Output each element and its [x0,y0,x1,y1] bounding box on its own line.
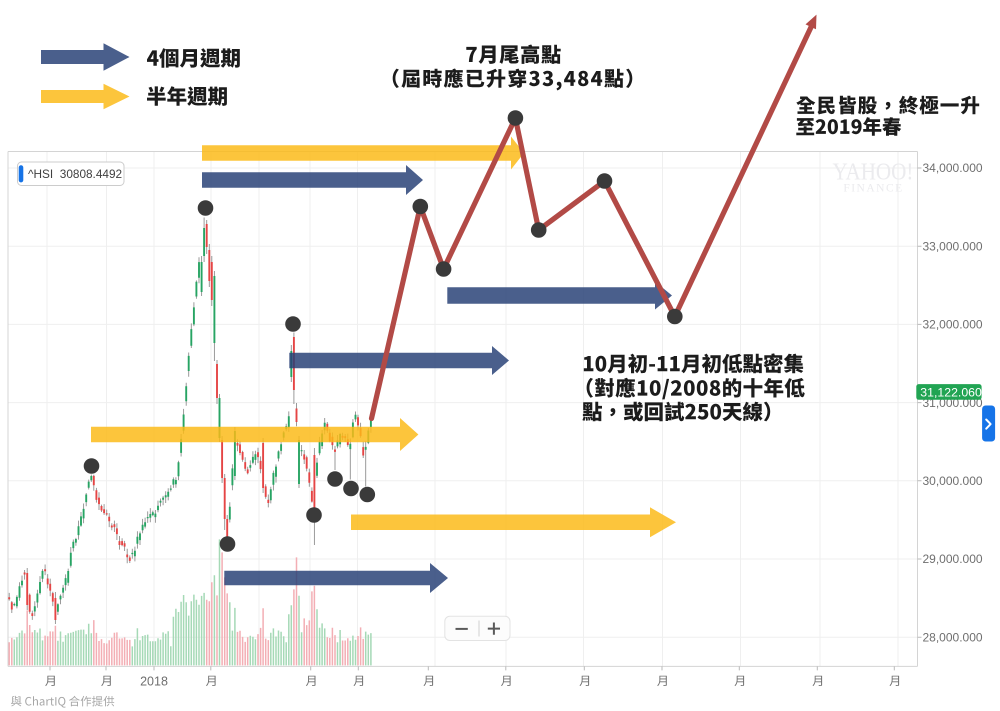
svg-text:32,000.000: 32,000.000 [923,318,983,332]
svg-text:34,000.000: 34,000.000 [923,161,983,175]
svg-text:31,122.0605: 31,122.0605 [920,385,989,399]
svg-text:30,000.000: 30,000.000 [923,474,983,488]
svg-text:2018: 2018 [140,675,168,689]
svg-text:FINANCE: FINANCE [843,183,903,195]
svg-text:^HSI 30808.4492: ^HSI 30808.4492 [28,167,122,181]
svg-text:YAHOO!: YAHOO! [833,158,914,185]
svg-text:29,000.000: 29,000.000 [923,552,983,566]
svg-text:28,000.000: 28,000.000 [923,630,983,644]
svg-text:33,000.000: 33,000.000 [923,239,983,253]
